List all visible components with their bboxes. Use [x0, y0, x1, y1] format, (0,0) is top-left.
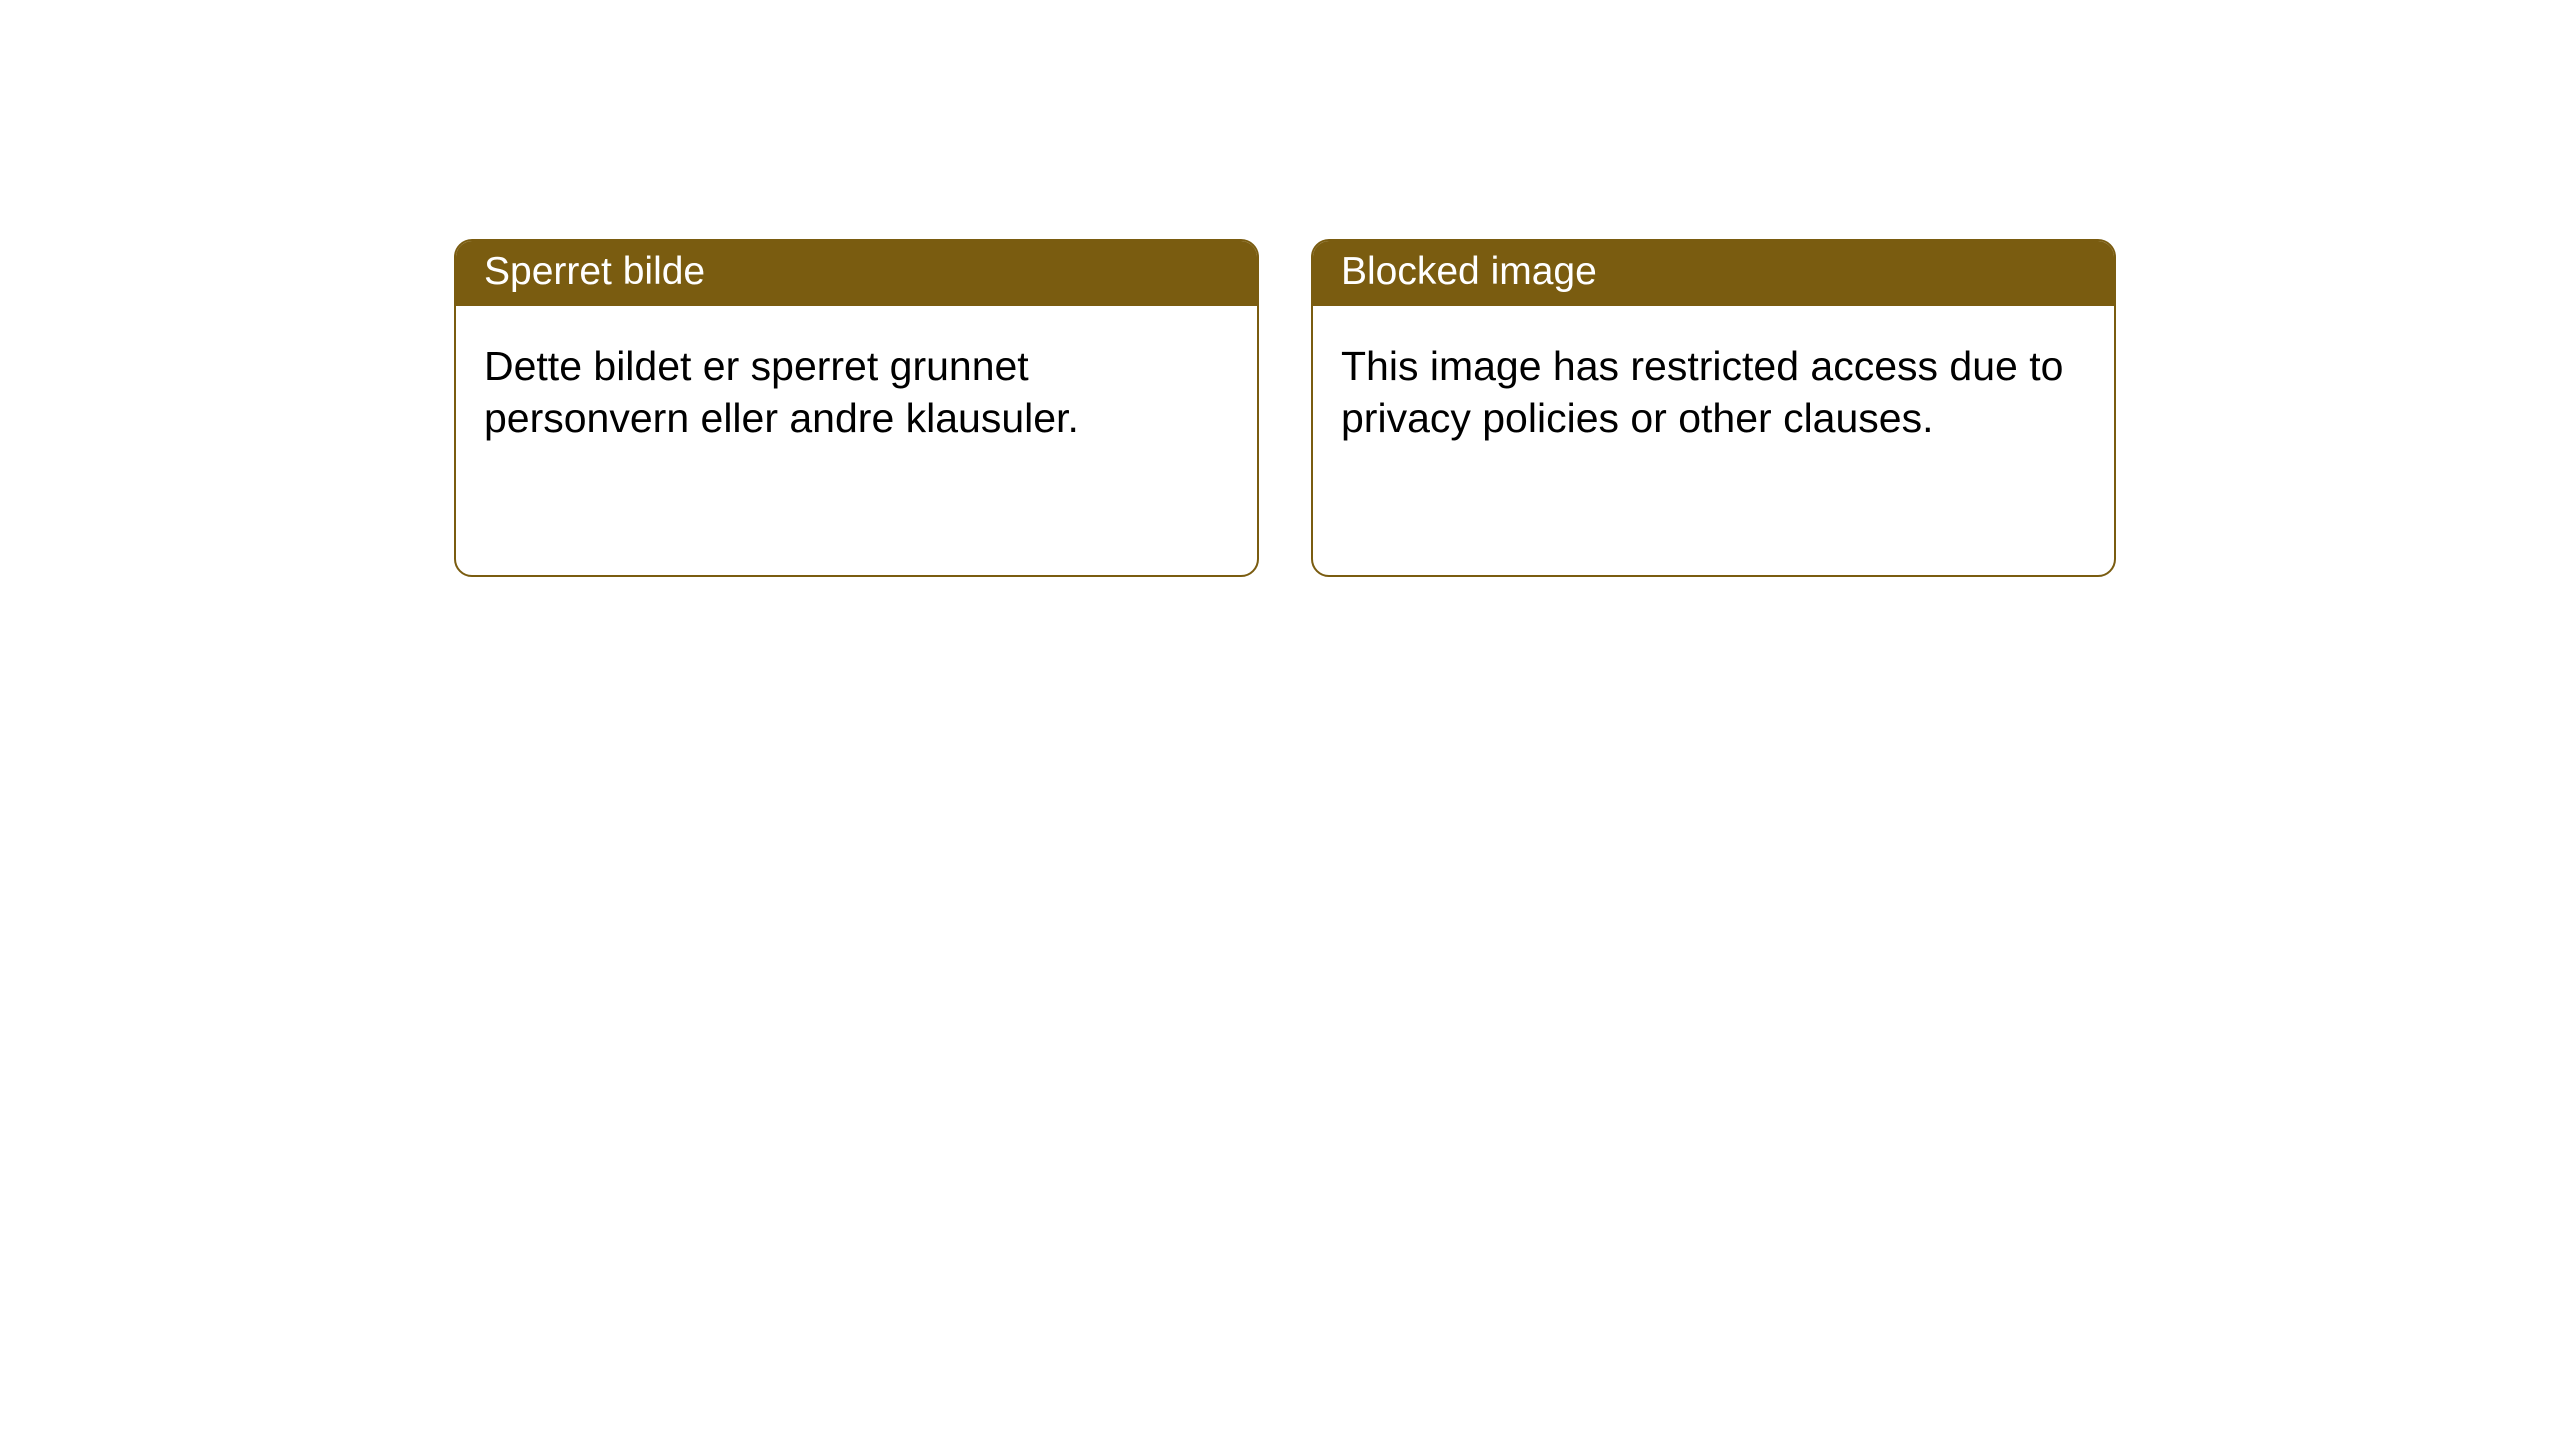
- notice-body: Dette bildet er sperret grunnet personve…: [456, 306, 1257, 479]
- notice-body: This image has restricted access due to …: [1313, 306, 2114, 479]
- notice-header: Blocked image: [1313, 241, 2114, 306]
- notice-card-english: Blocked image This image has restricted …: [1311, 239, 2116, 577]
- notice-cards-container: Sperret bilde Dette bildet er sperret gr…: [454, 239, 2116, 577]
- notice-card-norwegian: Sperret bilde Dette bildet er sperret gr…: [454, 239, 1259, 577]
- notice-header: Sperret bilde: [456, 241, 1257, 306]
